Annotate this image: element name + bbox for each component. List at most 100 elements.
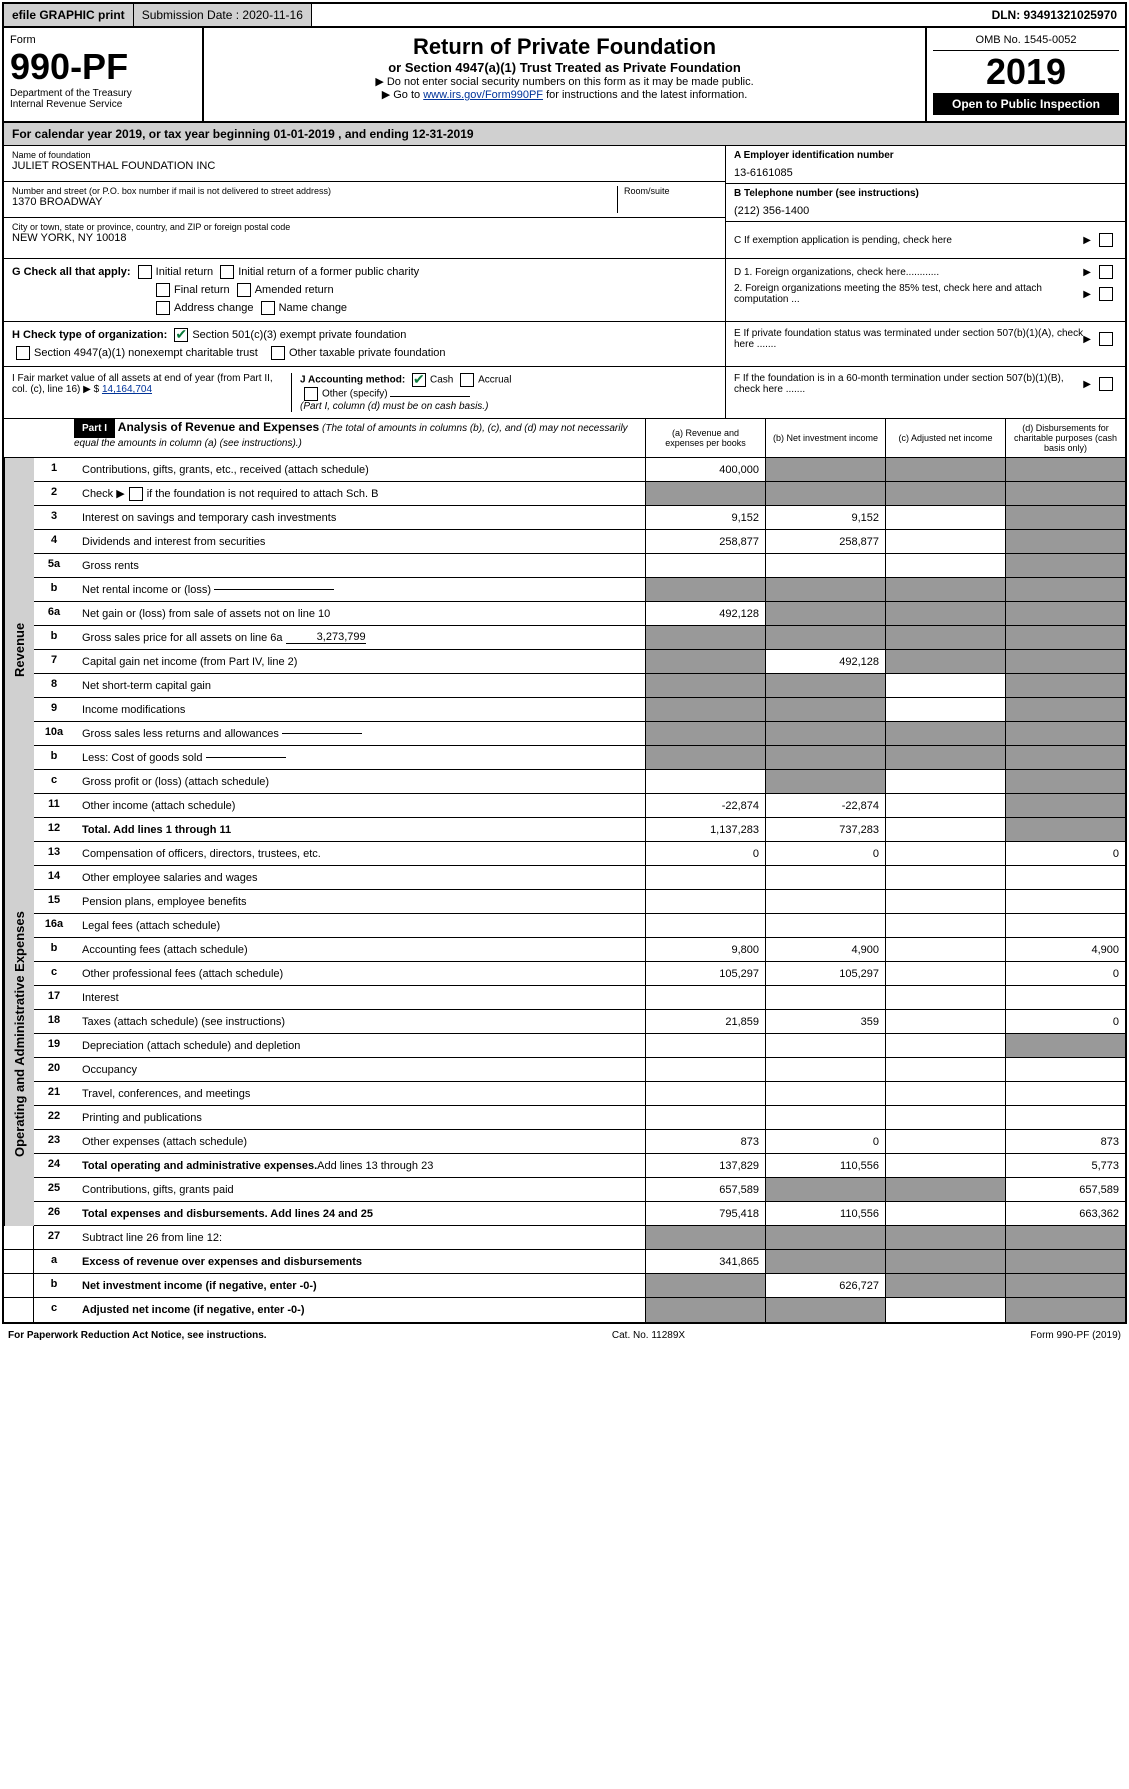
col-b-header: (b) Net investment income [765,419,885,457]
line-14: 14Other employee salaries and wages [34,866,1125,890]
line-20: 20Occupancy [34,1058,1125,1082]
line-no-spacer [4,419,74,457]
entity-left: Name of foundation JULIET ROSENTHAL FOUN… [4,146,725,258]
header-left: Form 990-PF Department of the Treasury I… [4,28,204,121]
col-c-header: (c) Adjusted net income [885,419,1005,457]
d1-checkbox[interactable] [1099,265,1113,279]
irs-link[interactable]: www.irs.gov/Form990PF [423,89,543,101]
arrow-icon: ▶ [1083,379,1091,390]
h-label: H Check type of organization: [12,329,167,341]
line-12: 12Total. Add lines 1 through 111,137,283… [34,818,1125,842]
check-right-d: D 1. Foreign organizations, check here..… [725,259,1125,321]
final-checkbox[interactable] [156,283,170,297]
entity-right: A Employer identification number 13-6161… [725,146,1125,258]
revenue-side-label: Revenue [4,458,34,842]
open-public: Open to Public Inspection [933,93,1119,115]
line-10a: 10aGross sales less returns and allowanc… [34,722,1125,746]
footer-right: Form 990-PF (2019) [1030,1330,1121,1341]
entity-section: Name of foundation JULIET ROSENTHAL FOUN… [4,146,1125,259]
arrow-icon: ▶ [1083,289,1091,300]
other-tax-checkbox[interactable] [271,346,285,360]
line-23: 23Other expenses (attach schedule)873087… [34,1130,1125,1154]
note-2: ▶ Go to www.irs.gov/Form990PF for instru… [210,88,919,101]
col-a-header: (a) Revenue and expenses per books [645,419,765,457]
entity-city-row: City or town, state or province, country… [4,218,725,254]
omb: OMB No. 1545-0052 [933,34,1119,51]
line-16b: bAccounting fees (attach schedule)9,8004… [34,938,1125,962]
phone-row: B Telephone number (see instructions) (2… [726,184,1125,222]
line-24: 24Total operating and administrative exp… [34,1154,1125,1178]
g-label: G Check all that apply: [12,266,131,278]
e-checkbox[interactable] [1099,332,1113,346]
addr-change-checkbox[interactable] [156,301,170,315]
arrow-icon: ▶ [1083,235,1091,246]
fmv-link[interactable]: 14,164,704 [102,384,152,395]
addr-label: Number and street (or P.O. box number if… [12,186,617,196]
room-label: Room/suite [624,186,717,196]
efile-button[interactable]: efile GRAPHIC print [4,4,134,26]
entity-name-row: Name of foundation JULIET ROSENTHAL FOUN… [4,146,725,182]
line-5a: 5aGross rents [34,554,1125,578]
j-note: (Part I, column (d) must be on cash basi… [300,401,488,412]
line-25: 25Contributions, gifts, grants paid657,5… [34,1178,1125,1202]
check-section-ij: I Fair market value of all assets at end… [4,367,1125,419]
form-container: efile GRAPHIC print Submission Date : 20… [2,2,1127,1324]
line-26: 26Total expenses and disbursements. Add … [34,1202,1125,1226]
initial-checkbox[interactable] [138,265,152,279]
amended-checkbox[interactable] [237,283,251,297]
check-right-e: E If private foundation status was termi… [725,322,1125,366]
header-right: OMB No. 1545-0052 2019 Open to Public In… [925,28,1125,121]
note-1: ▶ Do not enter social security numbers o… [210,75,919,88]
check-right-f: F If the foundation is in a 60-month ter… [725,367,1125,418]
header-center: Return of Private Foundation or Section … [204,28,925,121]
line-7: 7Capital gain net income (from Part IV, … [34,650,1125,674]
footer-left: For Paperwork Reduction Act Notice, see … [8,1330,267,1341]
revenue-section: Revenue 1Contributions, gifts, grants, e… [4,458,1125,842]
sch-b-checkbox[interactable] [129,487,143,501]
ein: 13-6161085 [734,161,1117,179]
name-change-checkbox[interactable] [261,301,275,315]
calendar-year: For calendar year 2019, or tax year begi… [4,123,1125,146]
arrow-icon: ▶ [1083,334,1091,345]
address: 1370 BROADWAY [12,196,617,208]
part1-desc-cell: Part I Analysis of Revenue and Expenses … [74,419,645,457]
form-title: Return of Private Foundation [210,34,919,60]
dln: DLN: 93491321025970 [984,4,1125,26]
line-13: 13Compensation of officers, directors, t… [34,842,1125,866]
check-left-ij: I Fair market value of all assets at end… [4,367,725,418]
other-method-checkbox[interactable] [304,387,318,401]
line-11: 11Other income (attach schedule)-22,874-… [34,794,1125,818]
ein-label: A Employer identification number [734,150,1117,161]
submission-date: Submission Date : 2020-11-16 [134,4,312,26]
phone: (212) 356-1400 [734,199,1117,217]
exemption-checkbox[interactable] [1099,233,1113,247]
line-18: 18Taxes (attach schedule) (see instructi… [34,1010,1125,1034]
cash-checkbox[interactable] [412,373,426,387]
ein-row: A Employer identification number 13-6161… [726,146,1125,184]
arrow-icon: ▶ [1083,267,1091,278]
line-27c: cAdjusted net income (if negative, enter… [4,1298,1125,1322]
line-1: 1Contributions, gifts, grants, etc., rec… [34,458,1125,482]
expense-section: Operating and Administrative Expenses 13… [4,842,1125,1226]
f-checkbox[interactable] [1099,377,1113,391]
line-5b: bNet rental income or (loss) [34,578,1125,602]
line-10c: cGross profit or (loss) (attach schedule… [34,770,1125,794]
j-label: J Accounting method: [300,375,405,386]
footer-center: Cat. No. 11289X [612,1330,685,1341]
4947-checkbox[interactable] [16,346,30,360]
check-left-g: G Check all that apply: Initial return I… [4,259,725,321]
line-15: 15Pension plans, employee benefits [34,890,1125,914]
501c3-checkbox[interactable] [174,328,188,342]
part1-header-row: Part I Analysis of Revenue and Expenses … [4,419,1125,458]
check-left-h: H Check type of organization: Section 50… [4,322,725,366]
line-6b: bGross sales price for all assets on lin… [34,626,1125,650]
top-bar: efile GRAPHIC print Submission Date : 20… [4,4,1125,28]
entity-addr-row: Number and street (or P.O. box number if… [4,182,725,218]
d2-checkbox[interactable] [1099,287,1113,301]
form-number: 990-PF [10,46,196,88]
form-subtitle: or Section 4947(a)(1) Trust Treated as P… [210,60,919,75]
foundation-name: JULIET ROSENTHAL FOUNDATION INC [12,160,717,172]
initial-former-checkbox[interactable] [220,265,234,279]
accrual-checkbox[interactable] [460,373,474,387]
exemption-label: C If exemption application is pending, c… [734,235,1083,246]
